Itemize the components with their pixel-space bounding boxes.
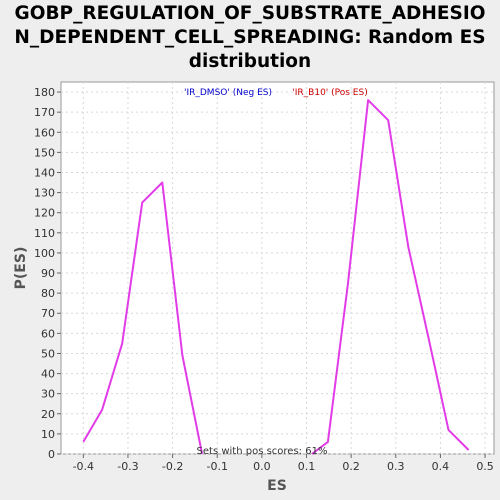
- x-tick-label: 0.3: [387, 460, 405, 473]
- x-tick-label: -0.3: [117, 460, 138, 473]
- chart-title-line-3: distribution: [188, 51, 312, 72]
- x-tick-label: -0.1: [207, 460, 228, 473]
- y-tick-label: 50: [41, 347, 55, 360]
- x-tick-label: -0.2: [162, 460, 183, 473]
- x-tick-label: 0.1: [298, 460, 316, 473]
- y-tick-label: 20: [41, 408, 55, 421]
- x-axis-title: ES: [267, 478, 287, 494]
- y-tick-label: 140: [34, 166, 55, 179]
- y-tick-label: 70: [41, 307, 55, 320]
- y-tick-label: 100: [34, 247, 55, 260]
- y-tick-label: 80: [41, 287, 55, 300]
- legend-entry-pos: 'IR_B10' (Pos ES): [292, 88, 367, 98]
- y-tick-label: 0: [48, 448, 55, 461]
- series-lines: [82, 99, 470, 455]
- y-tick-label: 60: [41, 327, 55, 340]
- axis-ticks: -0.4 -0.3 -0.2 -0.1 0.0 0.1 0.2 0.3 0.4 0.5 0 10 20 3…: [34, 86, 494, 473]
- chart-title-line-1: GOBP_REGULATION_OF_SUBSTRATE_ADHESIO: [14, 3, 486, 24]
- plot-area: [60, 81, 495, 455]
- legend-entry-neg: 'IR_DMSO' (Neg ES): [184, 88, 272, 98]
- x-tick-label: 0.0: [253, 460, 271, 473]
- y-tick-label: 180: [34, 86, 55, 99]
- y-tick-label: 160: [34, 126, 55, 139]
- pos-scores-annotation: Sets with pos scores: 61%: [197, 446, 328, 457]
- x-tick-label: 0.4: [432, 460, 450, 473]
- y-tick-label: 110: [34, 227, 55, 240]
- chart-title-line-2: N_DEPENDENT_CELL_SPREADING: Random ES: [14, 27, 486, 48]
- series-line-1: [82, 181, 204, 455]
- y-tick-label: 130: [34, 187, 55, 200]
- chart-title: GOBP_REGULATION_OF_SUBSTRATE_ADHESIO N_D…: [0, 2, 500, 74]
- x-tick-label: 0.2: [342, 460, 360, 473]
- y-tick-label: 120: [34, 207, 55, 220]
- y-tick-label: 40: [41, 368, 55, 381]
- x-tick-label: 0.5: [476, 460, 494, 473]
- y-tick-label: 170: [34, 106, 55, 119]
- y-axis-title: P(ES): [13, 247, 29, 290]
- y-tick-label: 150: [34, 146, 55, 159]
- y-tick-label: 90: [41, 267, 55, 280]
- y-tick-label: 30: [41, 388, 55, 401]
- y-tick-label: 10: [41, 428, 55, 441]
- series-line-2: [311, 99, 470, 455]
- x-tick-label: -0.4: [73, 460, 94, 473]
